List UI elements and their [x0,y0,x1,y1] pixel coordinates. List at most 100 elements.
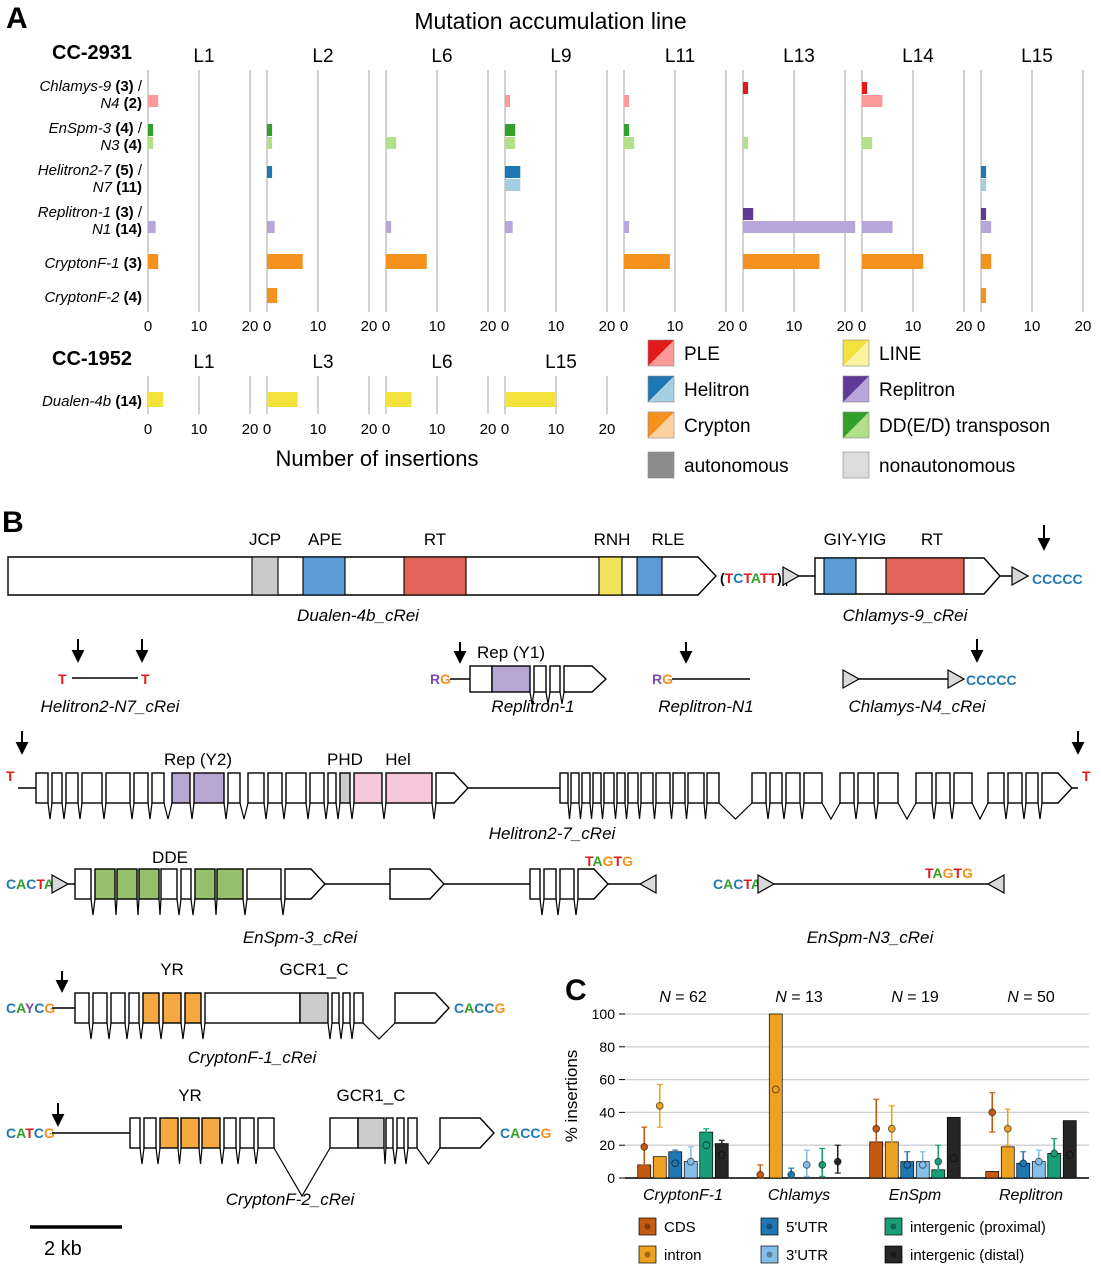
intron [555,898,561,916]
enspm3-name: EnSpm-3_cRei [243,928,359,947]
row-label: Helitron2-7 (5) / [38,162,143,179]
bar-autonomous [981,288,987,303]
bar [652,1156,667,1179]
y-tick-label: 40 [599,1104,615,1120]
expected-dot [787,1170,796,1179]
y-tick-label: 80 [599,1039,615,1055]
intron [239,802,249,820]
intron [362,1022,396,1040]
chlamys9-name: Chlamys-9_cRei [843,606,969,625]
helitron-n7-structure: T T Helitron2-N7_cRei [41,639,181,716]
intron [101,802,107,820]
exon [151,772,165,804]
intron [684,802,689,820]
expected-dot [802,1160,811,1169]
exon [357,1117,385,1149]
bar [985,1171,1000,1179]
replitron1-5prime-seq: RG [430,671,451,687]
intron [403,1147,409,1165]
bar-nonautonomous [267,221,275,233]
rt-domain-box [403,556,467,596]
cryptonf2-5prime-seq: CATCG [6,1125,55,1141]
intron [1003,802,1009,820]
bar-nonautonomous [743,137,749,149]
exon [439,1117,495,1149]
intron [138,1022,144,1040]
exon [706,772,720,804]
legend-swatch [843,452,869,478]
rnh-domain-box [598,556,623,596]
intron [381,802,387,820]
bar-nonautonomous [624,221,630,233]
exon [128,992,140,1024]
line-header: L15 [1021,46,1053,67]
intron [539,898,545,916]
intron [545,691,551,705]
exon [74,992,90,1024]
exon [1007,772,1023,804]
exon [239,1117,255,1149]
bar-nonautonomous [862,221,893,233]
intron [559,691,565,705]
exon [935,772,951,804]
dualen-tail-seq: (TCTATT)n [720,570,788,589]
x-tick-label: 0 [858,318,866,335]
exon [74,868,92,900]
legend-swatch-dark-half [648,412,674,438]
intron [431,802,437,820]
row-label: N7 (11) [93,179,142,196]
dualen-body [7,556,717,596]
exon [581,772,591,804]
yr-domain-label: YR [178,1086,202,1105]
insertion-context-chart: 0 20 40 60 80 100 N = 62 CryptonF-1 N = 13 Chlamy… [592,989,1089,1264]
row-label: N4 (2) [100,95,142,112]
row-label: Replitron-1 (3) / [38,204,143,221]
legend-label: 3'UTR [786,1247,828,1264]
row-label: N1 (14) [92,221,142,238]
exon [389,868,445,900]
x-tick-label: 0 [144,421,152,438]
x-tick-label: 20 [956,318,973,335]
jcp-domain-label: JCP [249,530,281,549]
intron [624,802,629,820]
intron [263,802,269,820]
bar-nonautonomous [624,95,630,107]
replitron-n1-5prime-seq: RG [652,671,673,687]
legend-swatch-dark-half [648,340,674,366]
legend-label: Crypton [684,416,751,437]
bar-autonomous [267,254,303,269]
rep-y2-domain-label: Rep (Y2) [164,750,232,769]
exon [543,868,557,900]
phd-domain-label: PHD [327,750,363,769]
exon [110,992,126,1024]
exon [285,772,307,804]
intron [190,898,196,916]
bar-autonomous [743,254,820,269]
bar-autonomous [743,208,754,220]
exon [51,772,63,804]
exon [116,868,138,900]
intron [189,802,195,820]
legend-swatch [884,1245,903,1264]
cryptonf1-3prime-seq: CACCG [454,1000,506,1016]
scale-bar-label: 2 kb [44,1238,82,1260]
exon [142,992,160,1024]
legend-label: intergenic (distal) [910,1247,1024,1264]
scale-bar: 2 kb [30,1225,122,1260]
x-tick-label: 0 [144,318,152,335]
x-tick-label: 20 [599,421,616,438]
bar-nonautonomous [981,179,987,191]
giy-yig-domain-box [823,557,857,595]
exon [171,772,191,804]
x-tick-label: 20 [242,318,259,335]
exon [331,992,340,1024]
intron [155,1147,161,1165]
enspm3-structure: DDE CACTA TAGTG EnSpm-3_cRei [6,848,657,947]
bar-autonomous [505,392,556,407]
intron [718,802,753,820]
legend-label: intron [664,1247,702,1264]
hel-domain-label: Hel [385,750,411,769]
exon [640,772,654,804]
panel-c-chart: % insertions 0 20 40 60 80 100 N = 62 CryptonF-… [562,989,1089,1264]
x-tick-label: 10 [429,421,446,438]
